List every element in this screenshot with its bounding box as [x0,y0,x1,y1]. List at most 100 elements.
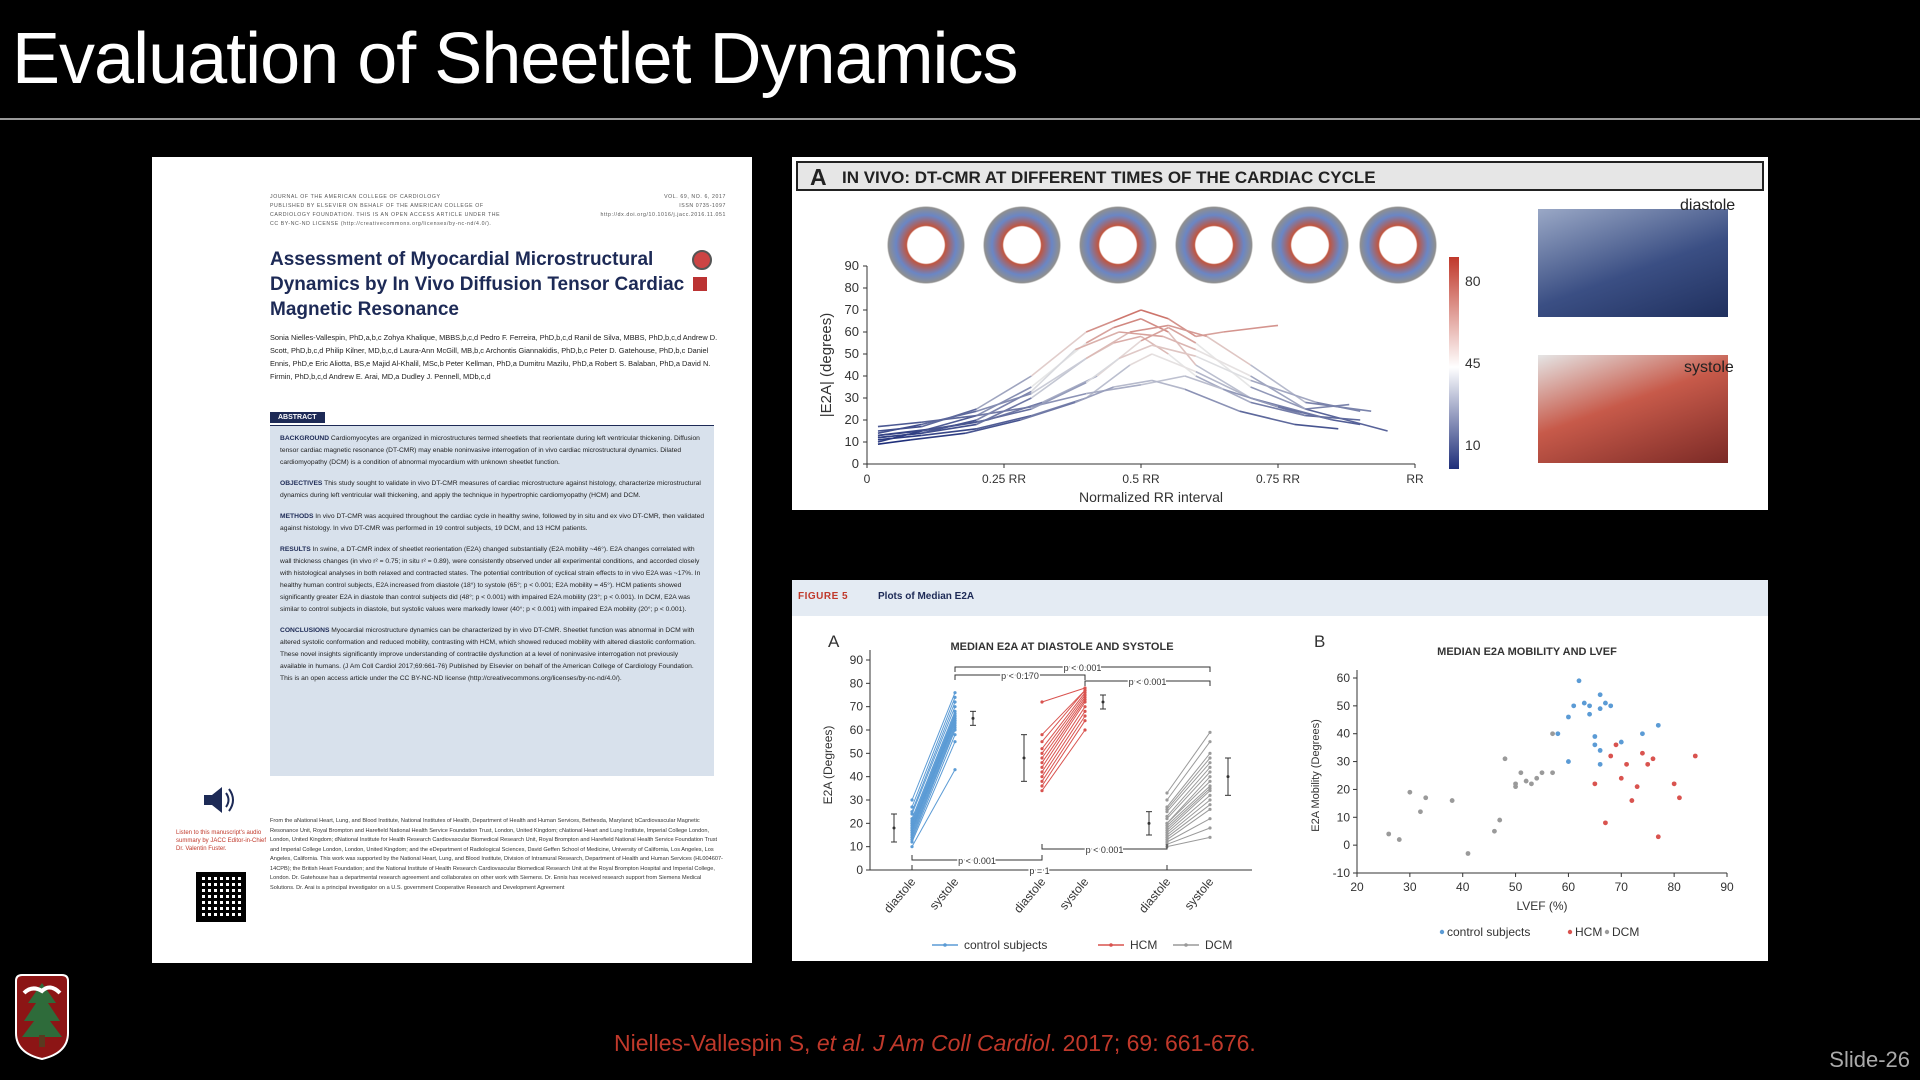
legend-label: HCM [1130,938,1157,952]
paired-line [911,711,956,819]
paired-line [1166,787,1211,829]
e2a-curve-segment [1074,331,1120,351]
paired-point [910,798,914,802]
scatter-point [1603,700,1608,706]
paired-point [1083,714,1087,718]
paired-point [1208,817,1212,821]
x-category-label: diastole [881,875,919,916]
e2a-curve-segment [1239,410,1295,426]
colorbar-tick: 45 [1465,355,1481,371]
heart-slice-image [976,199,1068,291]
scatter-point [1550,731,1555,737]
e2a-curve-segment [1195,342,1252,388]
citation: Nielles-Vallespin S, et al. J Am Coll Ca… [614,1030,1256,1057]
paired-point [1083,709,1087,713]
scatter-point [1513,781,1518,787]
paired-point [1083,705,1087,709]
paired-point [1165,791,1169,795]
paired-line [911,718,956,826]
abstract-conclusions-text: Myocardial microstructure dynamics can b… [280,627,696,682]
paired-point [1208,756,1212,760]
y-tick-label: 20 [845,412,859,427]
speaker-icon [204,787,234,813]
legend-marker [1184,943,1188,947]
paired-line [1166,804,1211,838]
abstract-text: BACKGROUND Cardiomyocytes are organized … [280,433,706,694]
e2a-curve-segment [1195,331,1224,338]
y-tick-label: 50 [1337,699,1351,713]
e2a-curve-segment [976,408,1032,423]
paired-point [910,805,914,809]
paired-line [1166,757,1211,810]
x-axis-label: Normalized RR interval [1079,489,1223,505]
e2a-curve-segment [1250,375,1306,410]
error-bar-mean [1226,775,1230,779]
e2a-curve-segment [921,421,977,432]
crossmark-icon [692,250,712,270]
paired-line [1166,753,1211,808]
paired-point [1208,765,1212,769]
legend-marker [1567,929,1573,935]
journal-header-right: VOL. 69, NO. 6, 2017 ISSN 0735-1097 http… [600,194,726,218]
paired-point [953,709,957,713]
e2a-curve-segment [1086,384,1142,395]
abstract-tab: ABSTRACT [270,412,325,423]
paired-point [910,845,914,849]
scatter-point [1581,700,1587,706]
e2a-curve-segment [1118,344,1153,360]
paired-line [1166,836,1211,848]
sig-bracket-label: p < 0.170 [1001,671,1039,681]
paired-line [911,706,956,815]
y-tick-label: 30 [1337,755,1351,769]
scatter-point [1624,761,1629,767]
title-divider [0,118,1920,120]
paired-point [910,810,914,814]
legend-label: HCM [1575,925,1602,939]
sig-bracket [954,666,1211,672]
x-category-label: diastole [1136,875,1174,916]
x-tick-label: 0.5 RR [1122,472,1160,486]
y-tick-label: 40 [845,368,859,383]
paired-point [1165,821,1169,825]
scatter-point [1576,678,1582,684]
paired-point [1208,770,1212,774]
scatter-point [1603,820,1608,826]
y-tick-label: 10 [845,434,859,449]
in-vivo-title: IN VIVO: DT-CMR AT DIFFERENT TIMES OF TH… [842,168,1376,187]
figure5-number: FIGURE 5 [798,591,849,602]
e2a-curve-segment [1030,357,1087,395]
scatter-point [1650,756,1656,762]
paired-line [911,769,956,847]
legend-label: DCM [1612,925,1639,939]
paired-line [1041,715,1086,782]
e2a-curve-segment [1151,344,1196,357]
e2a-curve-segment [1195,348,1251,377]
y-tick-label: 10 [1337,810,1351,824]
journal-header-left: JOURNAL OF THE AMERICAN COLLEGE OF CARDI… [270,194,501,227]
sig-bracket-label: p < 0.001 [1064,663,1102,673]
scatter-point [1677,795,1682,801]
paired-line [1041,690,1086,742]
y-tick-label: 70 [845,302,859,317]
e2a-curve-segment [1085,331,1131,360]
x-tick-label: 70 [1615,880,1629,894]
paired-point [1040,747,1044,751]
figure5-plots: A MEDIAN E2A AT DIASTOLE AND SYSTOLE 0 10 20… [821,632,1734,952]
sig-bracket [911,855,1043,861]
e2a-curve-segment [1305,408,1388,432]
y-tick-label: 60 [1337,671,1351,685]
heart-slice-image [1352,199,1444,291]
e2a-curve-segment [1113,335,1142,344]
heart-slice-image [1168,199,1260,291]
paired-point [1040,756,1044,760]
e2a-curve-segment [1305,403,1350,410]
e2a-curve-segment [877,430,922,437]
y-tick-label: 80 [850,676,864,690]
paired-line [1166,732,1211,794]
paired-point [1208,775,1212,779]
paired-point [1208,826,1212,830]
paired-point [910,828,914,832]
sig-bracket-label: p = 1 [1029,866,1049,876]
paired-line [1166,780,1211,824]
error-bar-mean [1101,700,1105,704]
